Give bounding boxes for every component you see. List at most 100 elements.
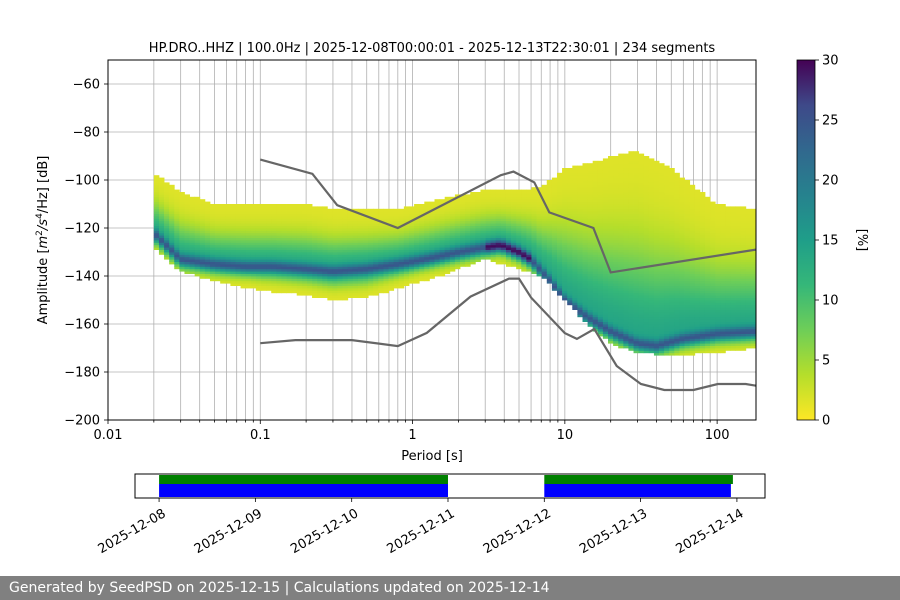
heatmap-cell: [577, 292, 583, 296]
heatmap-cell: [414, 232, 420, 236]
heatmap-cell: [704, 266, 711, 270]
heatmap-cell: [587, 280, 594, 284]
heatmap-cell: [465, 201, 471, 205]
heatmap-cell: [567, 266, 573, 270]
heatmap-cell: [556, 189, 563, 193]
heatmap-cell: [429, 254, 435, 258]
heatmap-cell: [669, 249, 675, 253]
heatmap-cell: [623, 283, 629, 286]
heatmap-cell: [342, 256, 349, 260]
heatmap-cell: [659, 328, 665, 332]
heatmap-cell: [373, 254, 379, 258]
heatmap-cell: [608, 312, 614, 315]
heatmap-cell: [613, 254, 619, 258]
heatmap-cell: [664, 285, 670, 289]
heatmap-cell: [199, 225, 206, 229]
heatmap-cell: [179, 206, 185, 210]
heatmap-cell: [684, 213, 691, 217]
heatmap-cell: [633, 194, 640, 198]
heatmap-cell: [582, 288, 588, 291]
heatmap-cell: [439, 216, 446, 219]
heatmap-cell: [592, 213, 599, 217]
heatmap-cell: [638, 276, 645, 279]
heatmap-cell: [398, 244, 405, 248]
heatmap-cell: [306, 230, 313, 234]
heatmap-cell: [500, 194, 507, 198]
heatmap-cell: [618, 285, 624, 289]
heatmap-cell: [393, 211, 400, 214]
heatmap-cell: [664, 352, 670, 356]
heatmap-cell: [449, 266, 456, 270]
heatmap-cell: [628, 213, 634, 217]
heatmap-cell: [255, 204, 262, 207]
heatmap-cell: [429, 266, 435, 270]
heatmap-cell: [536, 240, 543, 243]
heatmap-cell: [322, 216, 328, 219]
heatmap-cell: [628, 324, 634, 327]
heatmap-cell: [648, 228, 655, 231]
heatmap-cell: [643, 175, 650, 178]
heatmap-cell: [526, 232, 532, 236]
heatmap-cell: [536, 206, 543, 210]
heatmap-cell: [659, 242, 665, 246]
heatmap-cell: [398, 273, 405, 277]
heatmap-cell: [235, 264, 241, 267]
heatmap-cell: [710, 261, 716, 265]
heatmap-cell: [179, 249, 185, 253]
heatmap-cell: [255, 254, 262, 258]
heatmap-cell: [602, 307, 609, 310]
heatmap-cell: [597, 283, 604, 286]
heatmap-cell: [266, 285, 272, 289]
heatmap-cell: [704, 321, 711, 325]
heatmap-cell: [623, 340, 629, 344]
heatmap-cell: [526, 220, 532, 224]
heatmap-cell: [271, 232, 277, 236]
heatmap-cell: [281, 225, 287, 229]
heatmap-cell: [347, 266, 354, 270]
heatmap-cell: [189, 225, 196, 229]
heatmap-cell: [653, 290, 660, 294]
heatmap-cell: [521, 256, 527, 260]
heatmap-cell: [204, 237, 211, 241]
heatmap-cell: [633, 273, 640, 277]
heatmap-cell: [653, 182, 660, 186]
heatmap-cell: [674, 225, 680, 229]
heatmap-cell: [449, 249, 456, 253]
heatmap-cell: [679, 199, 685, 202]
heatmap-cell: [337, 228, 344, 231]
heatmap-cell: [633, 237, 640, 241]
heatmap-cell: [250, 225, 257, 229]
heatmap-cell: [684, 235, 691, 238]
heatmap-cell: [704, 338, 711, 342]
heatmap-cell: [337, 259, 344, 262]
heatmap-cell: [664, 328, 670, 332]
heatmap-cell: [710, 225, 716, 229]
heatmap-cell: [567, 187, 573, 190]
heatmap-cell: [592, 309, 599, 313]
heatmap-cell: [169, 194, 175, 198]
heatmap-cell: [608, 170, 614, 174]
heatmap-cell: [230, 240, 236, 243]
heatmap-cell: [485, 192, 492, 195]
heatmap-cell: [393, 216, 400, 219]
heatmap-cell: [648, 259, 655, 262]
heatmap-cell: [261, 285, 267, 289]
heatmap-cell: [669, 300, 675, 303]
heatmap-cell: [480, 235, 486, 238]
heatmap-cell: [312, 211, 318, 214]
heatmap-cell: [653, 199, 660, 202]
heatmap-cell: [602, 261, 609, 265]
heatmap-cell: [240, 273, 247, 277]
heatmap-cell: [429, 216, 435, 219]
heatmap-cell: [276, 256, 282, 260]
heatmap-cell: [541, 232, 548, 236]
heatmap-cell: [276, 276, 282, 279]
heatmap-cell: [240, 223, 247, 226]
heatmap-cell: [352, 249, 359, 253]
heatmap-cell: [398, 240, 405, 243]
heatmap-cell: [475, 204, 481, 207]
heatmap-cell: [689, 326, 696, 330]
heatmap-cell: [439, 271, 446, 274]
heatmap-cell: [444, 254, 451, 258]
heatmap-cell: [408, 276, 415, 279]
